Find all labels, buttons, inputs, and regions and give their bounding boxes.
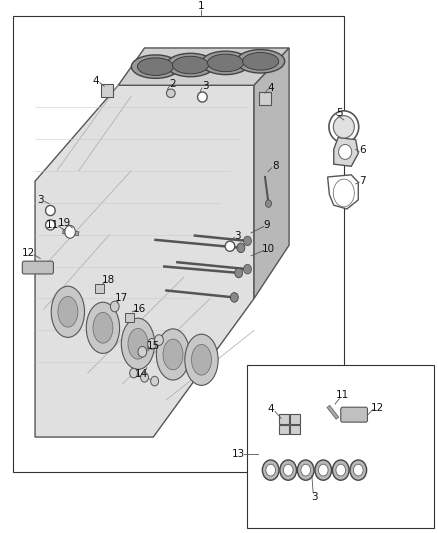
Text: 3: 3 bbox=[311, 492, 318, 502]
Ellipse shape bbox=[318, 464, 328, 476]
Circle shape bbox=[141, 373, 148, 382]
Text: 5: 5 bbox=[336, 108, 343, 118]
Bar bbox=[247, 365, 434, 528]
Circle shape bbox=[237, 243, 245, 253]
Polygon shape bbox=[254, 48, 289, 298]
Ellipse shape bbox=[339, 144, 352, 159]
Ellipse shape bbox=[201, 51, 250, 75]
Ellipse shape bbox=[166, 89, 175, 98]
Ellipse shape bbox=[46, 220, 55, 230]
Text: 15: 15 bbox=[147, 342, 160, 351]
Ellipse shape bbox=[86, 302, 120, 353]
Ellipse shape bbox=[128, 328, 148, 359]
Ellipse shape bbox=[283, 464, 293, 476]
Ellipse shape bbox=[191, 344, 212, 375]
Polygon shape bbox=[35, 85, 254, 437]
Ellipse shape bbox=[329, 111, 359, 143]
Ellipse shape bbox=[166, 53, 215, 77]
Bar bbox=[13, 16, 344, 472]
Text: 19: 19 bbox=[58, 218, 71, 228]
Circle shape bbox=[148, 338, 156, 349]
Ellipse shape bbox=[243, 53, 279, 70]
Circle shape bbox=[244, 236, 251, 246]
Ellipse shape bbox=[266, 464, 276, 476]
Text: 6: 6 bbox=[359, 146, 366, 155]
Ellipse shape bbox=[336, 464, 346, 476]
Text: 12: 12 bbox=[22, 248, 35, 258]
Ellipse shape bbox=[198, 92, 207, 102]
Ellipse shape bbox=[332, 460, 349, 480]
Text: 10: 10 bbox=[261, 245, 275, 254]
Ellipse shape bbox=[121, 318, 155, 369]
Circle shape bbox=[244, 264, 251, 274]
Ellipse shape bbox=[297, 460, 314, 480]
Ellipse shape bbox=[333, 116, 354, 138]
Bar bbox=[279, 425, 289, 434]
Ellipse shape bbox=[350, 460, 367, 480]
Ellipse shape bbox=[138, 58, 173, 76]
Circle shape bbox=[130, 368, 138, 378]
Ellipse shape bbox=[93, 312, 113, 343]
Bar bbox=[290, 414, 300, 424]
Circle shape bbox=[265, 200, 272, 207]
Text: 3: 3 bbox=[234, 231, 241, 240]
Polygon shape bbox=[328, 175, 358, 209]
Ellipse shape bbox=[237, 50, 285, 73]
Text: 3: 3 bbox=[37, 195, 44, 205]
Circle shape bbox=[230, 293, 238, 302]
Text: 18: 18 bbox=[102, 275, 115, 285]
Text: 11: 11 bbox=[46, 220, 59, 230]
FancyBboxPatch shape bbox=[95, 284, 104, 293]
FancyBboxPatch shape bbox=[341, 407, 367, 422]
Ellipse shape bbox=[225, 241, 235, 251]
FancyBboxPatch shape bbox=[22, 261, 53, 274]
Text: 13: 13 bbox=[232, 449, 245, 459]
Ellipse shape bbox=[353, 464, 363, 476]
Ellipse shape bbox=[173, 56, 208, 74]
Circle shape bbox=[110, 301, 119, 312]
Text: 8: 8 bbox=[272, 161, 279, 171]
Circle shape bbox=[138, 346, 147, 357]
Ellipse shape bbox=[208, 54, 244, 72]
Ellipse shape bbox=[58, 296, 78, 327]
Ellipse shape bbox=[131, 55, 180, 78]
FancyBboxPatch shape bbox=[125, 313, 134, 322]
Text: 4: 4 bbox=[267, 405, 274, 414]
Ellipse shape bbox=[51, 286, 85, 337]
Ellipse shape bbox=[46, 206, 55, 216]
Text: 2: 2 bbox=[170, 79, 177, 88]
Polygon shape bbox=[118, 48, 289, 85]
Text: 9: 9 bbox=[264, 220, 271, 230]
Text: 12: 12 bbox=[371, 403, 384, 413]
Polygon shape bbox=[334, 138, 358, 166]
Text: 16: 16 bbox=[133, 304, 146, 314]
Bar bbox=[290, 425, 300, 434]
FancyBboxPatch shape bbox=[259, 92, 271, 105]
Ellipse shape bbox=[315, 460, 332, 480]
Text: 17: 17 bbox=[115, 294, 128, 303]
Ellipse shape bbox=[262, 460, 279, 480]
Text: 4: 4 bbox=[92, 76, 99, 86]
Ellipse shape bbox=[185, 334, 218, 385]
Circle shape bbox=[155, 335, 163, 345]
Ellipse shape bbox=[156, 329, 190, 380]
Text: 3: 3 bbox=[201, 82, 208, 91]
Text: 11: 11 bbox=[336, 391, 349, 400]
Circle shape bbox=[151, 376, 159, 386]
Ellipse shape bbox=[163, 339, 183, 370]
Text: 7: 7 bbox=[359, 176, 366, 186]
Text: 1: 1 bbox=[198, 2, 205, 11]
Bar bbox=[279, 414, 289, 424]
FancyBboxPatch shape bbox=[101, 84, 113, 97]
Text: 4: 4 bbox=[267, 83, 274, 93]
Circle shape bbox=[235, 268, 243, 278]
Ellipse shape bbox=[301, 464, 311, 476]
Ellipse shape bbox=[280, 460, 297, 480]
Circle shape bbox=[65, 225, 75, 238]
Text: 14: 14 bbox=[134, 369, 148, 379]
